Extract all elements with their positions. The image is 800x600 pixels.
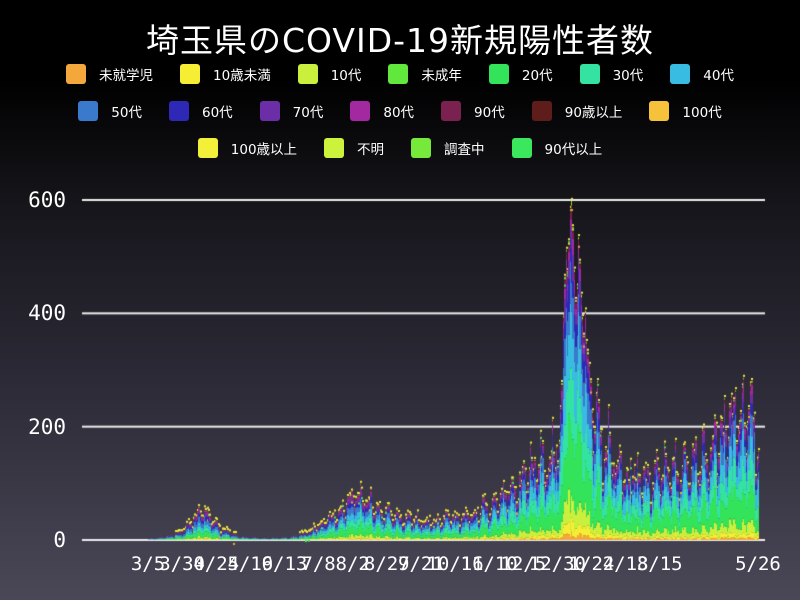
legend-label: 50代 — [111, 105, 142, 121]
legend-color-swatch — [579, 64, 600, 84]
legend-item: 10代 — [297, 64, 362, 84]
legend-label: 未成年 — [421, 68, 462, 84]
x-tick-label: 9/21 — [398, 553, 444, 575]
y-tick-label: 0 — [53, 528, 66, 552]
legend-label: 90代以上 — [544, 142, 603, 158]
legend-color-swatch — [670, 64, 691, 84]
x-tick-label: 3/30 — [159, 553, 205, 575]
legend-item: 90代 — [441, 101, 505, 121]
x-tick-label: 3/5 — [130, 553, 166, 575]
legend-item: 100歳以上 — [197, 138, 298, 158]
legend-item: 100代 — [649, 101, 722, 121]
legend-color-swatch — [511, 138, 532, 158]
x-tick-label: 8/27 — [363, 553, 410, 575]
legend-item: 未就学児 — [66, 64, 153, 84]
legend-label: 調査中 — [444, 142, 485, 158]
legend-label: 未就学児 — [99, 68, 154, 84]
x-tick-label: 4/24 — [193, 553, 240, 575]
legend-label: 70代 — [292, 105, 324, 121]
legend-label: 100歳以上 — [230, 142, 298, 158]
y-tick-label: 200 — [28, 414, 66, 439]
legend-color-swatch — [488, 64, 509, 84]
legend-item: 90歳以上 — [531, 101, 623, 121]
legend-label: 40代 — [703, 68, 734, 84]
x-tick-label: 11/10 — [460, 553, 518, 575]
legend-label: 100代 — [682, 105, 722, 121]
legend-color-swatch — [441, 101, 462, 121]
legend-item: 調査中 — [411, 138, 485, 158]
x-tick-label: 6/13 — [261, 553, 308, 575]
legend-label: 80代 — [383, 105, 415, 121]
legend-item: 80代 — [350, 101, 414, 121]
legend-row: 100歳以上 不明 調査中 90代以上 — [0, 138, 800, 158]
legend-color-swatch — [180, 64, 201, 84]
legend-color-swatch — [388, 64, 409, 84]
x-tick-label: 3/15 — [636, 553, 683, 575]
legend-label: 10歳未満 — [213, 68, 271, 84]
legend-item: 70代 — [259, 101, 324, 121]
chart-title: 埼玉県のCOVID-19新規陽性者数 — [145, 21, 655, 60]
legend-row: 50代 60代 70代 80代 90代 90歳以上 100代 — [0, 101, 800, 121]
y-tick-label: 400 — [28, 301, 66, 326]
legend-item: 40代 — [670, 64, 734, 84]
x-tick-label: 12/30 — [528, 553, 586, 575]
legend-label: 10代 — [330, 68, 362, 84]
legend: 未就学児 10歳未満 10代 未成年 20代 30代 40代 50代 60代 70代 80代 90代 9… — [0, 64, 800, 158]
x-tick-label: 8/2 — [335, 553, 370, 575]
x-tick-label: 5/26 — [735, 553, 781, 575]
legend-label: 60代 — [201, 105, 233, 121]
legend-item: 20代 — [488, 64, 553, 84]
legend-color-swatch — [197, 138, 218, 158]
x-tick-label: 2/18 — [602, 553, 649, 575]
legend-color-swatch — [168, 101, 189, 121]
legend-item: 90代以上 — [511, 138, 603, 158]
legend-item: 不明 — [324, 138, 384, 158]
legend-color-swatch — [66, 64, 87, 84]
legend-label: 不明 — [357, 142, 385, 158]
legend-label: 30代 — [612, 68, 644, 84]
legend-item: 50代 — [78, 101, 142, 121]
legend-color-swatch — [324, 138, 345, 158]
x-tick-label: 5/19 — [227, 553, 274, 575]
legend-color-swatch — [350, 101, 371, 121]
legend-item: 未成年 — [388, 64, 462, 84]
legend-row: 未就学児 10歳未満 10代 未成年 20代 30代 40代 — [0, 64, 800, 84]
legend-color-swatch — [297, 64, 318, 84]
legend-color-swatch — [531, 101, 552, 121]
legend-item: 30代 — [579, 64, 644, 84]
x-tick-label: 1/24 — [568, 553, 615, 575]
legend-label: 90歳以上 — [564, 105, 623, 121]
legend-color-swatch — [411, 138, 432, 158]
legend-item: 10歳未満 — [180, 64, 271, 84]
legend-color-swatch — [259, 101, 280, 121]
legend-label: 90代 — [474, 105, 505, 121]
legend-color-swatch — [78, 101, 99, 121]
legend-label: 20代 — [521, 68, 553, 84]
x-tick-label: 12/5 — [500, 553, 547, 575]
legend-item: 60代 — [168, 101, 233, 121]
x-tick-label: 10/16 — [426, 553, 484, 575]
y-tick-label: 600 — [28, 188, 66, 212]
x-tick-label: 7/8 — [301, 553, 336, 575]
legend-color-swatch — [649, 101, 670, 121]
